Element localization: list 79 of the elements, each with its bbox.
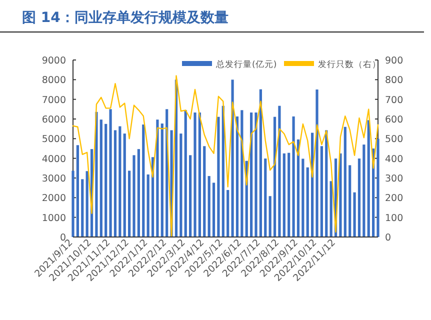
y-tick-label: 7000: [42, 94, 66, 106]
bar: [100, 120, 102, 237]
bar: [226, 190, 230, 237]
bar: [325, 130, 328, 237]
bar: [184, 110, 187, 237]
bar: [109, 109, 112, 237]
bar: [376, 138, 380, 237]
bar: [198, 112, 201, 237]
bar: [217, 116, 220, 237]
bar: [273, 116, 276, 237]
bar: [208, 176, 210, 237]
y2-tick-label: 0: [385, 232, 392, 244]
bar: [95, 112, 98, 237]
y-tick-label: 8000: [42, 75, 66, 86]
bar: [72, 170, 74, 237]
bar: [344, 126, 346, 237]
bar: [212, 182, 216, 237]
bar: [282, 153, 286, 237]
bar: [180, 134, 182, 237]
legend-label: 发行只数（右）: [318, 59, 381, 70]
y2-tick-label: 300: [385, 174, 404, 184]
bar: [348, 165, 352, 237]
y2-tick-label: 400: [385, 154, 404, 165]
bar: [330, 181, 332, 237]
y-tick-label: 9000: [42, 56, 66, 66]
y2-tick-label: 900: [385, 56, 404, 66]
bar: [367, 120, 370, 237]
bar: [268, 196, 272, 237]
y-tick-label: 2000: [42, 193, 66, 204]
bar: [86, 171, 88, 237]
y2-tick-label: 800: [385, 75, 404, 86]
bar: [254, 112, 258, 237]
bar: [142, 124, 145, 237]
bar: [231, 80, 234, 237]
y2-tick-label: 600: [385, 114, 404, 126]
y-tick-label: 1000: [42, 212, 66, 224]
bar: [250, 112, 253, 237]
legend-label: 总发行量(亿元): [215, 59, 277, 70]
bar: [302, 158, 304, 237]
bar: [194, 112, 196, 237]
bar: [128, 170, 131, 237]
chart-title: 图 14：同业存单发行规模及数量: [22, 10, 228, 26]
bar: [288, 152, 290, 237]
y2-tick-label: 100: [385, 212, 404, 224]
y2-tick-label: 700: [385, 94, 404, 106]
bar: [118, 126, 122, 237]
bar: [132, 155, 136, 237]
bar: [296, 139, 300, 237]
bar: [316, 90, 318, 237]
bar: [76, 145, 79, 237]
bar: [146, 174, 150, 237]
bar: [123, 134, 126, 237]
bar: [114, 130, 117, 237]
bar: [353, 192, 356, 237]
bar: [264, 158, 267, 237]
y-tick-label: 6000: [42, 114, 66, 126]
bar: [189, 155, 192, 237]
bar: [156, 120, 159, 237]
bar: [203, 146, 206, 237]
bar: [81, 179, 84, 237]
y2-tick-label: 200: [385, 193, 404, 204]
bar: [358, 158, 361, 237]
bar: [160, 124, 164, 237]
bar: [236, 116, 239, 237]
y-tick-label: 5000: [42, 134, 66, 146]
bar: [306, 167, 309, 237]
y-tick-label: 4000: [42, 154, 66, 165]
y-tick-label: 0: [60, 232, 66, 244]
bar: [240, 110, 244, 237]
bar: [259, 89, 262, 237]
bar: [104, 124, 108, 237]
bar: [292, 116, 295, 237]
bar: [137, 149, 140, 237]
y-tick-label: 3000: [42, 174, 66, 184]
y2-tick-label: 500: [385, 134, 404, 146]
bar: [320, 146, 323, 237]
bar: [362, 144, 366, 237]
bar: [278, 106, 281, 237]
bar: [339, 153, 342, 237]
